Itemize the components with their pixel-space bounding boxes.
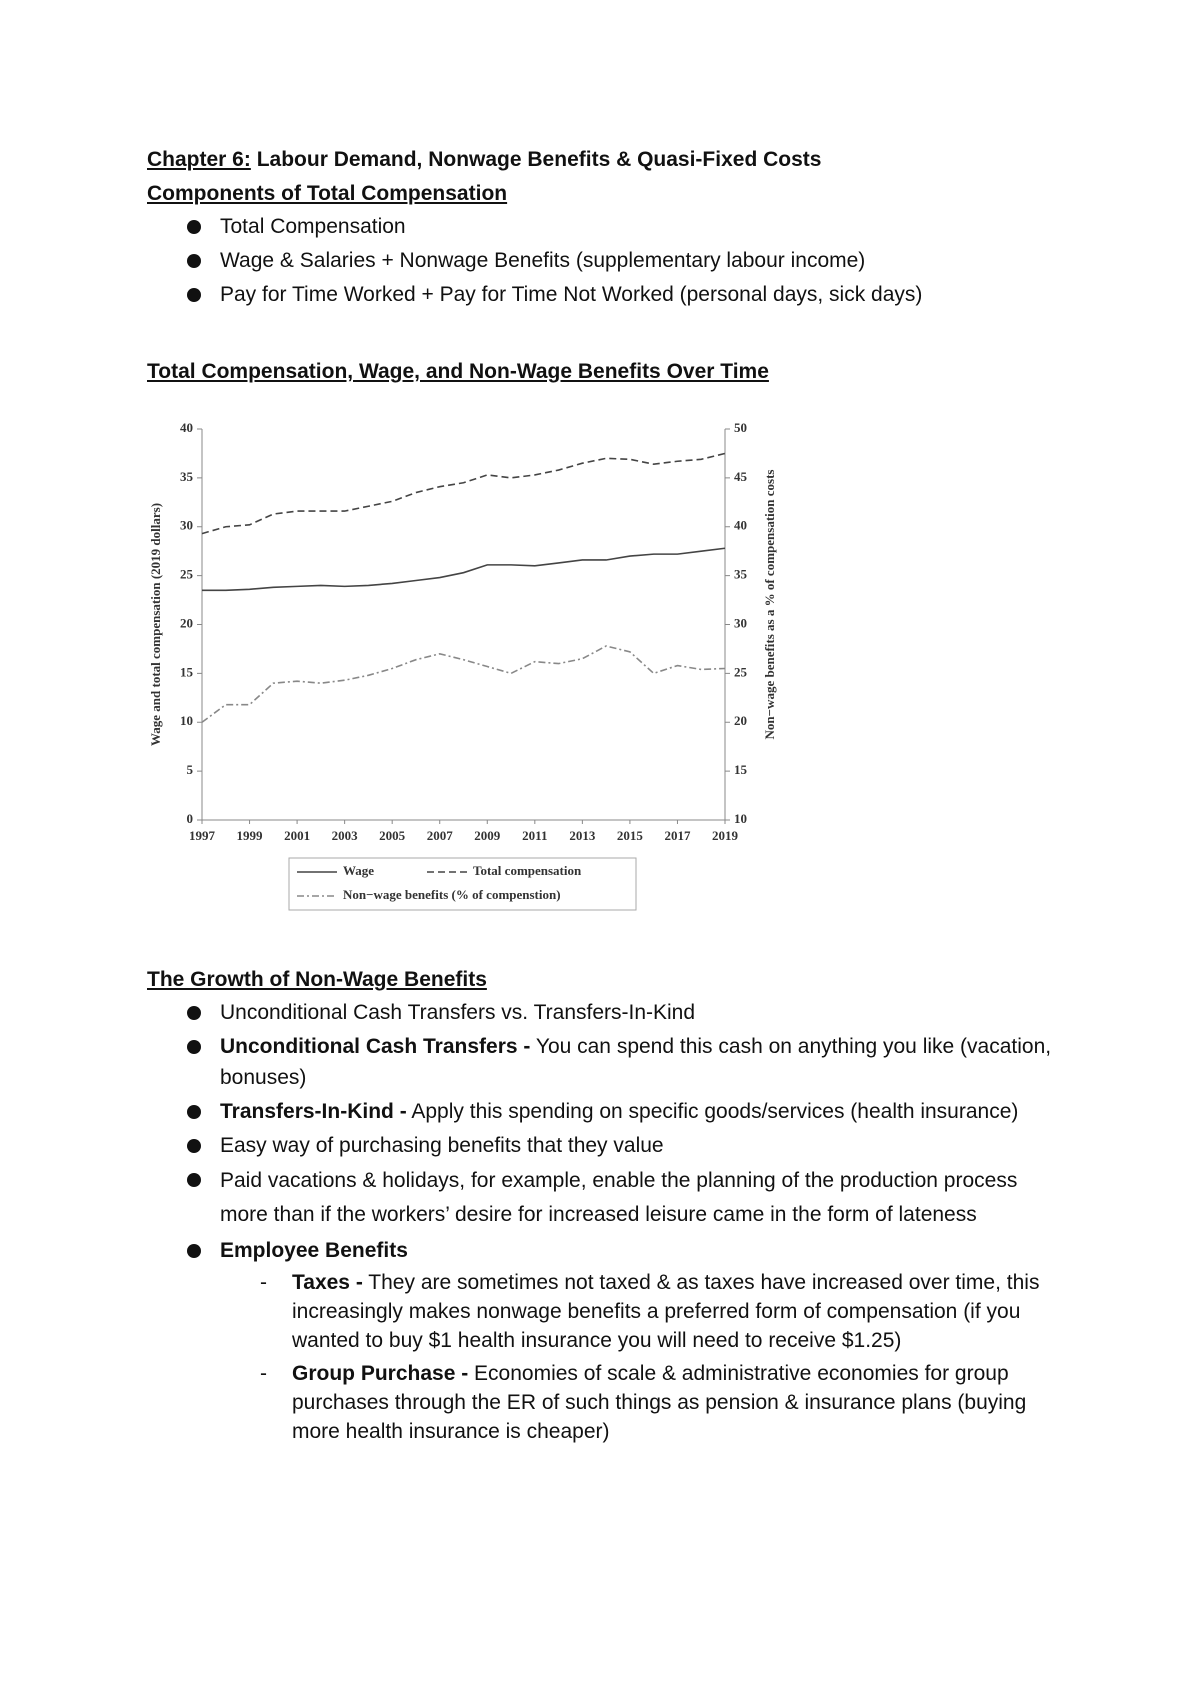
x-tick-label: 2017 — [664, 828, 691, 843]
x-tick-label: 1997 — [189, 828, 216, 843]
y2-tick-label: 30 — [734, 615, 747, 630]
bullet-list: Total Compensation Wage & Salaries + Non… — [147, 211, 1053, 310]
bullet: Wage & Salaries + Nonwage Benefits (supp… — [147, 245, 1055, 276]
x-tick-label: 2007 — [427, 828, 454, 843]
document: Chapter 6: Labour Demand, Nonwage Benefi… — [0, 0, 1053, 1446]
sub-bullet: Group Purchase - Economies of scale & ad… — [220, 1359, 1062, 1446]
bullet-term: Unconditional Cash Transfers - — [220, 1035, 531, 1058]
y-tick-label: 15 — [180, 664, 194, 679]
section-heading: The Growth of Non-Wage Benefits — [147, 968, 487, 991]
bullet-term: Group Purchase - — [292, 1362, 469, 1385]
x-tick-label: 2001 — [284, 828, 310, 843]
y2-tick-label: 50 — [734, 420, 747, 435]
x-tick-label: 2019 — [712, 828, 739, 843]
bullet: Unconditional Cash Transfers vs. Transfe… — [147, 997, 1055, 1028]
y-tick-label: 35 — [180, 469, 194, 484]
x-tick-label: 2013 — [569, 828, 596, 843]
y2-axis-label: Non−wage benefits as a % of compensation… — [762, 470, 777, 740]
legend: Wage Total compensation Non−wage benefits … — [288, 857, 637, 911]
series-line — [201, 452, 726, 535]
bullet: Unconditional Cash Transfers - You can s… — [147, 1031, 1055, 1093]
sub-bullet: Taxes - They are sometimes not taxed & a… — [220, 1268, 1062, 1355]
y2-tick-label: 40 — [734, 518, 747, 533]
bullet-text: They are sometimes not taxed & as taxes … — [292, 1271, 1040, 1352]
bullet-term: Taxes - — [292, 1271, 363, 1294]
bullet-term: Employee Benefits — [220, 1239, 408, 1262]
chapter-label: Chapter 6: — [147, 148, 251, 171]
chapter-title: Labour Demand, Nonwage Benefits & Quasi-… — [256, 148, 822, 171]
bullet: Employee Benefits Taxes - They are somet… — [147, 1235, 1055, 1446]
chart-title: Total Compensation, Wage, and Non-Wage B… — [147, 360, 769, 383]
y2-tick-label: 35 — [734, 567, 748, 582]
bullet: Total Compensation — [147, 211, 1055, 242]
chapter-heading: Chapter 6: Labour Demand, Nonwage Benefi… — [147, 143, 1053, 177]
legend-label: Wage — [343, 863, 374, 878]
bullet-text: Economies of scale & administrative econ… — [292, 1362, 1027, 1443]
bullet-text: Unconditional Cash Transfers vs. Transfe… — [220, 1001, 696, 1024]
x-tick-label: 2011 — [522, 828, 547, 843]
sub-list: Taxes - They are sometimes not taxed & a… — [220, 1268, 1055, 1446]
bullet-text: Easy way of purchasing benefits that the… — [220, 1134, 664, 1157]
legend-label: Non−wage benefits (% of compenstion) — [343, 887, 561, 902]
series-line — [202, 547, 726, 592]
y-tick-label: 0 — [187, 811, 194, 826]
y-tick-label: 10 — [180, 713, 193, 728]
bullet: Easy way of purchasing benefits that the… — [147, 1130, 1055, 1161]
x-tick-label: 2005 — [379, 828, 406, 843]
x-tick-label: 2009 — [474, 828, 501, 843]
legend-label: Total compensation — [473, 863, 582, 878]
x-tick-label: 2015 — [617, 828, 644, 843]
bullet: Pay for Time Worked + Pay for Time Not W… — [147, 279, 1055, 310]
bullet-text: Paid vacations & holidays, for example, … — [220, 1169, 1018, 1226]
chart: 0 5 10 15 20 25 30 35 40 10 15 20 25 30 35 40 45 50 1997 19… — [148, 420, 777, 911]
series-line — [201, 645, 726, 723]
y-tick-label: 40 — [180, 420, 193, 435]
bullet-term: Transfers-In-Kind - — [220, 1100, 407, 1123]
bullet-text: Apply this spending on specific goods/se… — [411, 1100, 1019, 1123]
legend-box — [288, 857, 637, 911]
y-tick-label: 30 — [180, 518, 193, 533]
bullet-list: Unconditional Cash Transfers vs. Transfe… — [147, 997, 1053, 1446]
y-tick-label: 20 — [180, 615, 193, 630]
y-tick-label: 25 — [180, 567, 194, 582]
y2-tick-label: 25 — [734, 664, 748, 679]
bullet-text: You can spend this cash on anything you … — [220, 1035, 1052, 1089]
y2-tick-label: 10 — [734, 811, 747, 826]
bullet: Paid vacations & holidays, for example, … — [147, 1164, 1055, 1232]
y-tick-label: 5 — [187, 762, 194, 777]
x-tick-label: 2003 — [332, 828, 359, 843]
x-tick-label: 1999 — [237, 828, 264, 843]
bullet: Transfers-In-Kind - Apply this spending … — [147, 1096, 1055, 1127]
y2-tick-label: 20 — [734, 713, 747, 728]
y2-tick-label: 45 — [734, 469, 748, 484]
y2-tick-label: 15 — [734, 762, 748, 777]
section-heading: Components of Total Compensation — [147, 182, 508, 205]
y-axis-label: Wage and total compensation (2019 dollar… — [148, 503, 163, 746]
